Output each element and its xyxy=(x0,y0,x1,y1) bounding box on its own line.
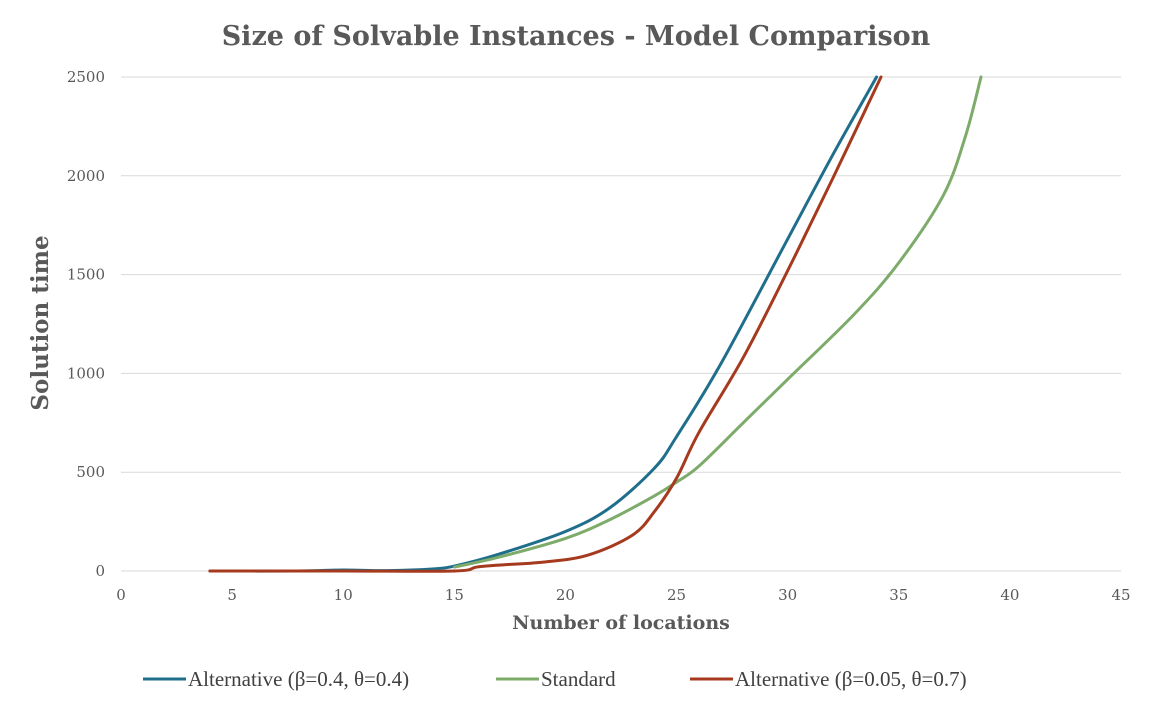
legend: Alternative (β=0.4, θ=0.4) Standard Altern… xyxy=(143,667,967,691)
series-line-alternative-0-05-0-7 xyxy=(208,75,883,573)
y-tick-label: 0 xyxy=(95,562,105,580)
y-tick-label: 2000 xyxy=(67,167,105,185)
legend-label: Alternative (β=0.4, θ=0.4) xyxy=(188,667,409,691)
series-line-alternative-0-4-0-4 xyxy=(208,75,879,573)
y-tick-label: 1500 xyxy=(67,266,105,284)
x-tick-label: 10 xyxy=(334,586,353,604)
x-tick-label: 20 xyxy=(556,586,575,604)
legend-label: Alternative (β=0.05, θ=0.7) xyxy=(735,667,967,691)
grid-layer xyxy=(121,76,1121,572)
x-tick-label: 45 xyxy=(1111,586,1130,604)
y-axis-label: Solution time xyxy=(27,235,54,410)
x-axis-label: Number of locations xyxy=(512,612,730,634)
x-tick-label: 35 xyxy=(889,586,908,604)
x-tick-label: 15 xyxy=(445,586,464,604)
x-tick-label: 25 xyxy=(667,586,686,604)
y-tick-label: 500 xyxy=(76,463,105,481)
legend-label: Standard xyxy=(541,667,616,691)
x-tick-label: 5 xyxy=(227,586,237,604)
y-tick-label: 1000 xyxy=(67,364,105,382)
x-tick-label: 0 xyxy=(116,586,126,604)
x-tick-label: 30 xyxy=(778,586,797,604)
tick-layer: 0 500 1000 1500 2000 2500 0 5 10 15 20 25 30 35 40 45 xyxy=(67,68,1131,604)
series-line-standard xyxy=(452,75,983,569)
series-layer xyxy=(208,75,983,573)
y-tick-label: 2500 xyxy=(67,68,105,86)
chart-title: Size of Solvable Instances - Model Compa… xyxy=(222,21,931,52)
x-tick-label: 40 xyxy=(1000,586,1019,604)
